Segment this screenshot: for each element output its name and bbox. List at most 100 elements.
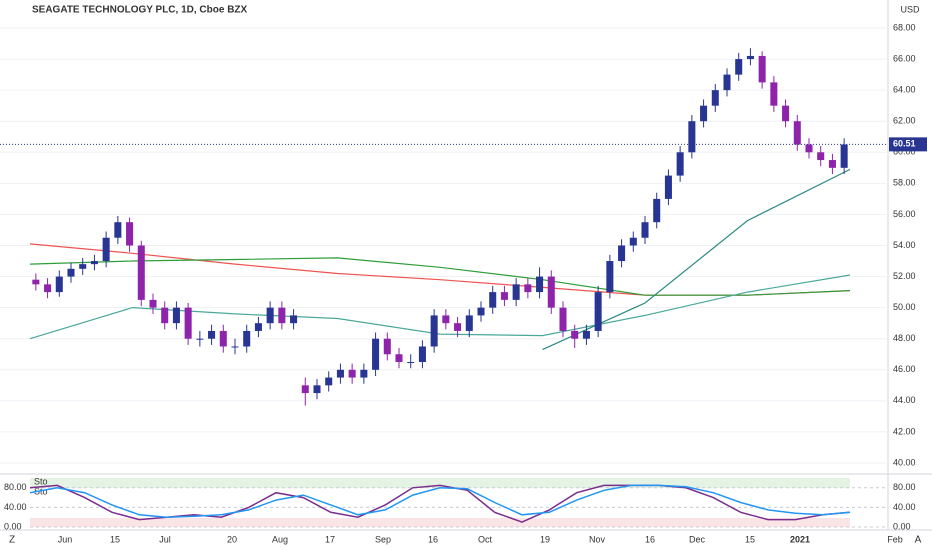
candle-body <box>114 222 122 238</box>
candle-body <box>430 315 438 347</box>
candle-body <box>817 152 825 161</box>
candle-body <box>547 276 555 308</box>
candle-body <box>90 261 98 265</box>
candle-body <box>828 160 836 168</box>
candle-body <box>313 385 321 394</box>
y-tick-label: 46.00 <box>893 364 916 374</box>
y-tick-label: 64.00 <box>893 85 916 95</box>
candle-body <box>688 121 696 153</box>
candle-body <box>582 330 590 339</box>
candle-body <box>735 59 743 75</box>
candle-body <box>266 307 274 324</box>
y-tick-label: 80.00 <box>893 482 916 492</box>
candle-body <box>360 369 368 378</box>
candle-body <box>79 264 87 269</box>
overbought-zone <box>30 478 850 488</box>
y-tick-label: 48.00 <box>893 333 916 343</box>
candle-body <box>67 268 75 277</box>
y-tick-label: 52.00 <box>893 271 916 281</box>
candle-body <box>137 245 145 300</box>
y-tick-label: 0.00 <box>4 521 22 531</box>
candle-body <box>536 276 544 293</box>
candle-body <box>559 307 567 331</box>
candle-body <box>793 121 801 145</box>
candle-body <box>196 338 204 340</box>
y-tick-label: 54.00 <box>893 240 916 250</box>
x-tick-label: 19 <box>540 534 550 544</box>
auto-scale-button[interactable]: A <box>915 535 922 546</box>
candle-body <box>254 323 262 331</box>
candle-body <box>758 55 766 83</box>
candle-body <box>55 276 63 293</box>
y-tick-label: 40.00 <box>893 457 916 467</box>
candle-body <box>723 74 731 91</box>
candle-body <box>395 354 403 363</box>
candle-body <box>243 330 251 347</box>
candle-body <box>465 315 473 331</box>
x-tick-label: 17 <box>325 534 335 544</box>
y-tick-label: 60.00 <box>893 147 916 157</box>
chart-title: SEAGATE TECHNOLOGY PLC, 1D, Cboe BZX <box>32 5 248 16</box>
candle-body <box>524 284 532 293</box>
candle-body <box>418 346 426 363</box>
candle-body <box>32 279 40 285</box>
candle-body <box>805 144 813 153</box>
y-tick-label: 66.00 <box>893 53 916 63</box>
candle-body <box>325 377 333 386</box>
y-tick-label: 0.00 <box>893 521 911 531</box>
x-tick-label: Dec <box>689 534 706 544</box>
candle-body <box>571 330 579 339</box>
currency-label: USD <box>900 4 920 14</box>
x-tick-label: 16 <box>645 534 655 544</box>
candle-body <box>442 315 450 324</box>
candle-body <box>676 152 684 176</box>
moving-average <box>29 257 851 296</box>
candle-body <box>618 245 626 262</box>
candle-body <box>348 369 356 378</box>
candle-body <box>746 55 754 60</box>
y-tick-label: 80.00 <box>4 482 27 492</box>
y-tick-label: 56.00 <box>893 209 916 219</box>
x-tick-label: 16 <box>428 534 438 544</box>
candle-body <box>290 315 298 324</box>
candle-body <box>208 330 216 339</box>
y-tick-label: 62.00 <box>893 116 916 126</box>
candle-body <box>606 261 614 293</box>
x-tick-label: Sep <box>375 534 391 544</box>
candle-body <box>477 307 485 316</box>
candle-body <box>594 292 602 331</box>
candle-body <box>219 330 227 347</box>
indicator-label: Sto <box>34 476 48 486</box>
x-tick-label: 15 <box>745 534 755 544</box>
last-price-label: 60.51 <box>893 139 916 149</box>
candle-body <box>383 338 391 355</box>
oversold-zone <box>30 518 850 527</box>
candle-body <box>161 307 169 324</box>
moving-average <box>542 168 851 351</box>
candle-body <box>500 292 508 300</box>
x-tick-label: Jul <box>159 534 171 544</box>
candle-body <box>407 362 415 364</box>
candle-body <box>770 82 778 106</box>
x-tick-label: 15 <box>110 534 120 544</box>
x-tick-label: Jun <box>58 534 73 544</box>
candle-body <box>664 175 672 199</box>
x-tick-label: Aug <box>272 534 288 544</box>
y-tick-label: 40.00 <box>893 502 916 512</box>
candle-body <box>711 90 719 106</box>
stochastic-line <box>29 484 851 518</box>
x-tick-label: Oct <box>478 534 493 544</box>
candle-body <box>782 105 790 122</box>
candle-body <box>149 299 157 308</box>
x-tick-label: 2021 <box>790 534 810 544</box>
candle-body <box>454 323 462 331</box>
x-tick-label: 20 <box>227 534 237 544</box>
y-tick-label: 50.00 <box>893 302 916 312</box>
candle-body <box>512 284 520 300</box>
y-tick-label: 40.00 <box>4 502 27 512</box>
candle-body <box>372 338 380 370</box>
zoom-button[interactable]: Z <box>9 535 15 546</box>
candle-body <box>102 237 110 262</box>
candle-body <box>336 369 344 378</box>
